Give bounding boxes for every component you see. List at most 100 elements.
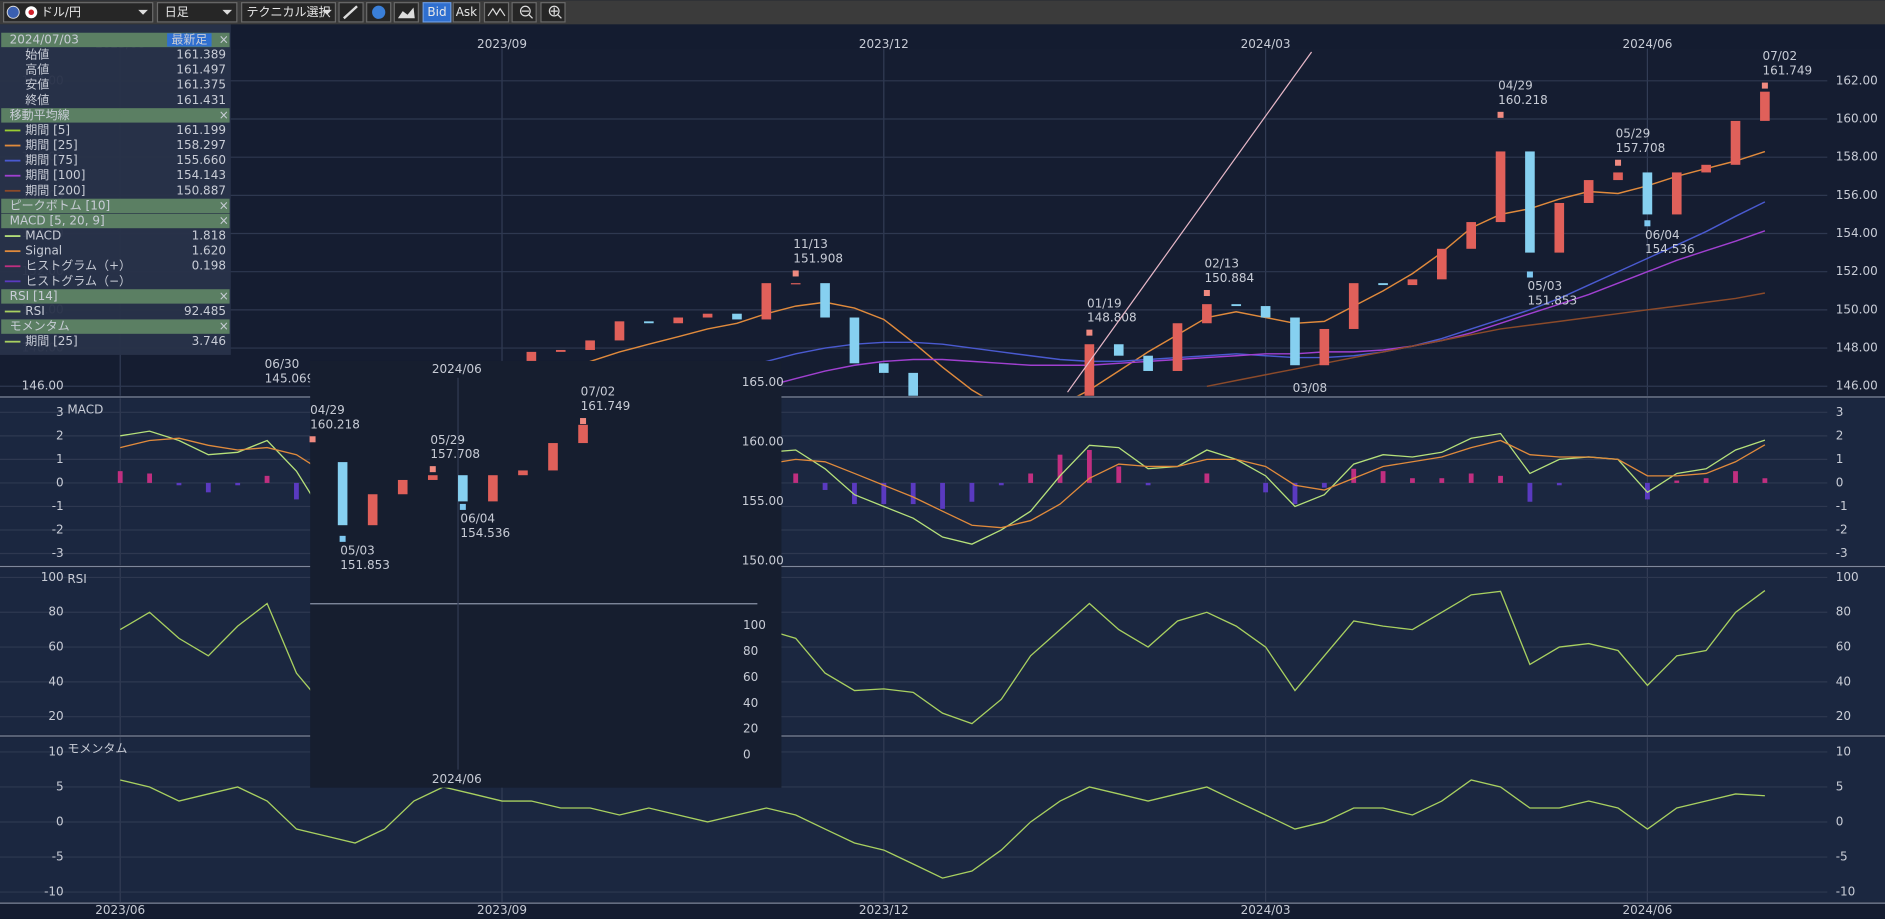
panel-title: MACD — [67, 403, 103, 417]
histogram-bar — [1351, 468, 1357, 483]
histogram-bar — [1674, 480, 1680, 483]
histogram-bar — [1380, 471, 1386, 483]
info-date: 2024/07/03 — [10, 32, 79, 46]
histogram-bar — [1644, 482, 1650, 500]
candle — [1642, 172, 1653, 215]
candle — [1495, 151, 1506, 223]
peak-marker — [459, 503, 466, 510]
x-tick-label: 2023/12 — [859, 903, 909, 917]
peak-value: 154.536 — [460, 526, 510, 540]
section-header — [1, 198, 230, 214]
y-tick-label-left: -3 — [52, 546, 64, 560]
candle — [458, 475, 468, 502]
info-button[interactable] — [366, 2, 392, 23]
peak-date: 05/29 — [430, 433, 465, 447]
close-icon: × — [219, 213, 229, 227]
y-tick-label-left: -1 — [52, 499, 64, 513]
candle — [790, 283, 801, 285]
y-tick-label-left: 1 — [56, 452, 64, 466]
peak-marker — [1644, 220, 1651, 227]
histogram-bar — [1733, 471, 1738, 483]
button-box — [452, 2, 481, 23]
close-icon: × — [219, 289, 229, 303]
row-value: 150.887 — [176, 183, 226, 197]
row-value: 3.746 — [192, 334, 226, 348]
candle — [702, 313, 713, 318]
y-tick-label: 154.00 — [1836, 226, 1878, 240]
peak-value: 151.908 — [793, 252, 843, 266]
scale-button[interactable] — [483, 2, 510, 23]
peak-value: 151.853 — [340, 558, 390, 572]
y-tick-label: 10 — [1836, 744, 1851, 758]
section-header — [1, 213, 230, 229]
x-tick-label: 2023/09 — [477, 37, 527, 51]
peak-value: 148.808 — [1087, 311, 1137, 325]
timeframe-select[interactable]: 日足 — [156, 2, 238, 23]
candle — [518, 470, 528, 476]
section-title: RSI [14] — [10, 289, 58, 303]
section-header — [1, 319, 230, 334]
y-tick-label-left: 5 — [56, 779, 64, 793]
button-box — [540, 2, 566, 23]
preview-y2-tick-label: 0 — [743, 748, 751, 762]
zoom-out-button[interactable] — [511, 2, 537, 23]
row-value: 1.818 — [192, 229, 226, 243]
candle — [879, 363, 889, 373]
peak-value: 151.853 — [1528, 293, 1578, 307]
candle — [1260, 306, 1271, 318]
y-tick-label: -5 — [1836, 850, 1848, 864]
peak-marker — [792, 270, 799, 277]
candle — [849, 317, 860, 364]
preview-x-label: 2024/06 — [432, 362, 482, 376]
draw-button[interactable] — [338, 2, 364, 23]
candle — [427, 475, 438, 480]
chart-type-button[interactable] — [393, 2, 419, 23]
histogram-bar — [1086, 449, 1092, 483]
histogram-bar — [1204, 473, 1210, 483]
select-box — [241, 2, 337, 23]
peak-marker — [1497, 111, 1504, 118]
y-tick-label-left: 2 — [56, 428, 64, 442]
histogram-bar — [1116, 466, 1122, 483]
candle — [1378, 283, 1388, 286]
candle — [820, 283, 830, 318]
y-tick-label-left: 3 — [56, 405, 64, 419]
y-tick-label-left: 40 — [48, 674, 63, 688]
bid-button[interactable]: Bid — [422, 2, 452, 23]
series-line — [120, 779, 1765, 879]
floating-preview: 2024/06 2024/06 150.00 155.00 160.00 165.00 0 2… — [309, 360, 784, 788]
candle — [1407, 279, 1418, 286]
candle — [397, 479, 408, 495]
histogram-bar — [940, 482, 945, 509]
peak-date: 05/29 — [1616, 126, 1651, 140]
select-box — [3, 2, 154, 23]
candle — [337, 462, 348, 526]
y-tick-label-left: -10 — [44, 885, 64, 899]
candle — [1437, 248, 1447, 280]
peak-value: 157.708 — [1616, 141, 1666, 155]
charts: 146.00146.00148.00148.00150.00150.00152.… — [0, 37, 1885, 917]
preview-background — [310, 360, 782, 788]
histogram-bar — [1057, 454, 1063, 483]
preview-y2-tick-label: 80 — [743, 644, 758, 658]
y-tick-label: -3 — [1836, 546, 1848, 560]
y-tick-label: 100 — [1836, 570, 1859, 584]
row-label: 期間 [75] — [25, 153, 78, 167]
candle — [761, 283, 772, 320]
preview-y-tick-label: 150.00 — [742, 553, 784, 567]
close-icon: × — [219, 198, 229, 212]
section-title: モメンタム — [10, 319, 70, 333]
candle — [1113, 344, 1124, 356]
close-icon: × — [219, 108, 229, 122]
ask-button[interactable]: Ask — [452, 2, 481, 23]
section-title: MACD [5, 20, 9] — [10, 213, 105, 227]
row-label: Signal — [25, 244, 62, 258]
symbol-select[interactable]: ドル/円 — [3, 2, 154, 23]
close-icon: × — [219, 32, 229, 46]
candle — [578, 424, 588, 444]
peak-date: 06/30 — [265, 357, 300, 371]
peak-date: 05/03 — [1528, 279, 1563, 293]
zoom-in-button[interactable] — [540, 2, 566, 23]
technical-select[interactable]: テクニカル選択 — [241, 2, 337, 23]
